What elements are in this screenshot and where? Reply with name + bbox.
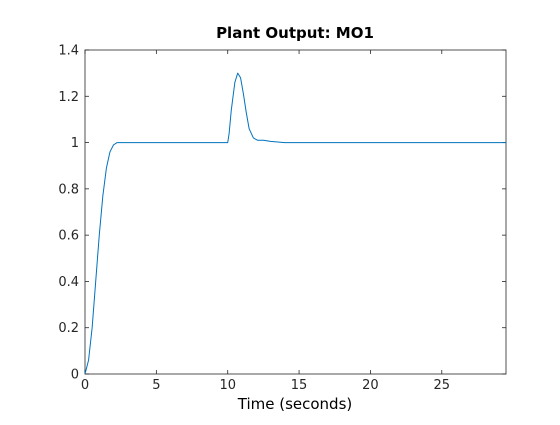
x-tick-label: 20: [362, 378, 379, 393]
x-tick-label: 5: [152, 378, 160, 393]
plot-area: 0 5 10 15 20 25 0 0.2 0.4 0.6 0.8 1 1.2 1.4: [58, 44, 507, 393]
x-tick-label: 10: [219, 378, 236, 393]
x-axis-label: Time (seconds): [237, 395, 353, 413]
y-tick-label: 1.2: [58, 90, 79, 105]
y-tick-label: 0.2: [58, 321, 79, 336]
series-line: [84, 72, 506, 375]
y-tick-label: 0.6: [58, 229, 79, 244]
y-tick-label: 0.4: [58, 275, 79, 290]
x-tick-label: 25: [434, 378, 451, 393]
y-tick-label: 0: [71, 368, 79, 383]
y-tick-label: 1.4: [58, 44, 79, 59]
x-tick-label: 0: [81, 378, 89, 393]
y-tick-label: 0.8: [58, 182, 79, 197]
chart-title: Plant Output: MO1: [216, 24, 374, 42]
x-tick-label: 15: [291, 378, 308, 393]
y-tick-label: 1: [71, 136, 79, 151]
axes-box: [84, 49, 507, 375]
